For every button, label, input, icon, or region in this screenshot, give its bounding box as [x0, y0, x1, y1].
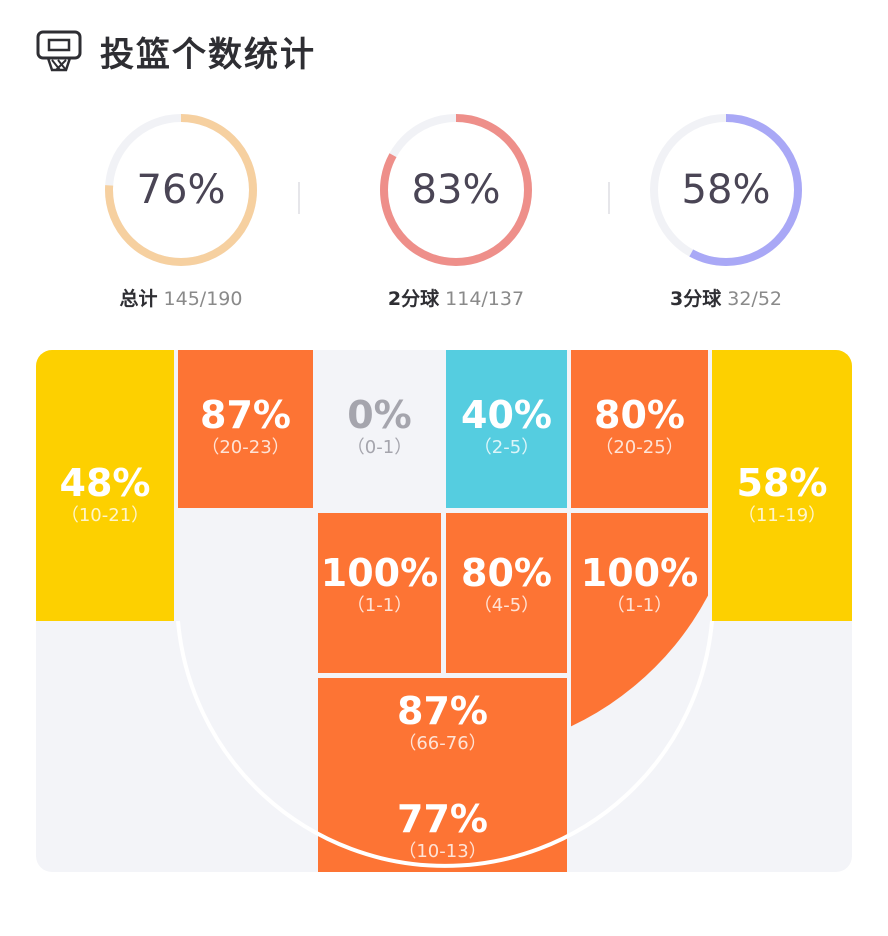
zone-percent: 80%	[594, 393, 685, 437]
ring-progress-2pt	[380, 114, 532, 266]
zone-top-center-left[interactable]	[318, 350, 441, 508]
three-point-arc	[176, 620, 714, 868]
label-under-basket: 77% （10-13）	[318, 798, 567, 862]
page-title: 投篮个数统计	[100, 34, 316, 75]
zone-left-corner[interactable]	[36, 350, 174, 621]
basketball-hoop-icon	[36, 30, 82, 72]
zone-percent: 48%	[59, 461, 151, 505]
count-total: 145/190	[163, 288, 243, 310]
label-paint-center: 80% （4-5）	[446, 552, 567, 616]
zone-top-center-right[interactable]	[446, 350, 567, 508]
zone-percent: 0%	[347, 393, 412, 437]
label-paint-right: 100% （1-1）	[571, 552, 708, 616]
zone-counts: （11-19）	[737, 505, 827, 526]
zone-percent: 100%	[320, 551, 439, 595]
label-2pt: 2分球	[387, 288, 440, 310]
zone-left-top-mid[interactable]	[178, 350, 313, 508]
label-total: 总计	[119, 288, 158, 310]
zone-percent: 58%	[736, 461, 828, 505]
zone-counts: （66-76）	[398, 733, 487, 754]
divider	[608, 182, 610, 214]
zone-percent: 87%	[200, 393, 291, 437]
label-top-center-right: 40% （2-5）	[446, 394, 567, 458]
caption-2pt: 2分球 114/137	[356, 284, 556, 311]
count-2pt: 114/137	[445, 288, 525, 310]
zone-right-top-mid[interactable]	[571, 350, 708, 508]
percent-2pt: 83%	[411, 167, 501, 213]
zone-right-corner[interactable]	[712, 350, 852, 621]
label-3pt: 3分球	[670, 288, 722, 310]
ring-progress-3pt	[650, 114, 802, 266]
label-paint-left: 100% （1-1）	[318, 552, 441, 616]
zone-counts: （1-1）	[346, 595, 413, 616]
divider	[298, 182, 300, 214]
zone-paint-center[interactable]	[446, 513, 567, 673]
percent-3pt: 58%	[681, 167, 771, 213]
zone-counts: （10-21）	[60, 505, 150, 526]
stat-2pt: 83% 2分球 114/137	[356, 110, 556, 311]
ring-3pt: 58%	[646, 110, 806, 270]
label-right-corner: 58% （11-19）	[712, 462, 852, 526]
caption-3pt: 3分球 32/52	[626, 284, 826, 311]
zone-percent: 80%	[461, 551, 552, 595]
label-left-top-mid: 87% （20-23）	[178, 394, 313, 458]
zone-percent: 77%	[397, 797, 488, 841]
zone-percent: 40%	[461, 393, 552, 437]
ring-2pt: 83%	[376, 110, 536, 270]
label-restricted-area: 87% （66-76）	[318, 690, 567, 754]
stat-total: 76% 总计 145/190	[81, 110, 281, 311]
ring-total: 76%	[101, 110, 261, 270]
court-drawing	[36, 350, 852, 872]
zone-counts: （10-13）	[398, 841, 487, 862]
zone-percent: 100%	[580, 551, 699, 595]
zone-counts: （1-1）	[606, 595, 673, 616]
zone-counts: （2-5）	[473, 437, 540, 458]
shot-chart: 48% （10-21） 87% （20-23） 0% （0-1） 40% （2-…	[36, 350, 852, 872]
label-right-top-mid: 80% （20-25）	[571, 394, 708, 458]
zone-counts: （0-1）	[346, 437, 413, 458]
ring-progress-total	[105, 114, 257, 266]
zone-restricted-area[interactable]	[318, 678, 567, 872]
count-3pt: 32/52	[727, 288, 782, 310]
zone-percent: 87%	[397, 689, 488, 733]
shooting-summary: 76% 总计 145/190 83% 2分球 114/137 58% 3分球 32/5…	[0, 110, 888, 320]
zone-counts: （4-5）	[473, 595, 540, 616]
zone-counts: （20-23）	[201, 437, 290, 458]
caption-total: 总计 145/190	[81, 284, 281, 311]
label-left-corner: 48% （10-21）	[36, 462, 174, 526]
percent-total: 76%	[136, 167, 226, 213]
zone-paint-left[interactable]	[318, 513, 441, 673]
header: 投篮个数统计	[36, 28, 316, 75]
label-top-center-left: 0% （0-1）	[318, 394, 441, 458]
zone-counts: （20-25）	[595, 437, 684, 458]
stat-3pt: 58% 3分球 32/52	[626, 110, 826, 311]
